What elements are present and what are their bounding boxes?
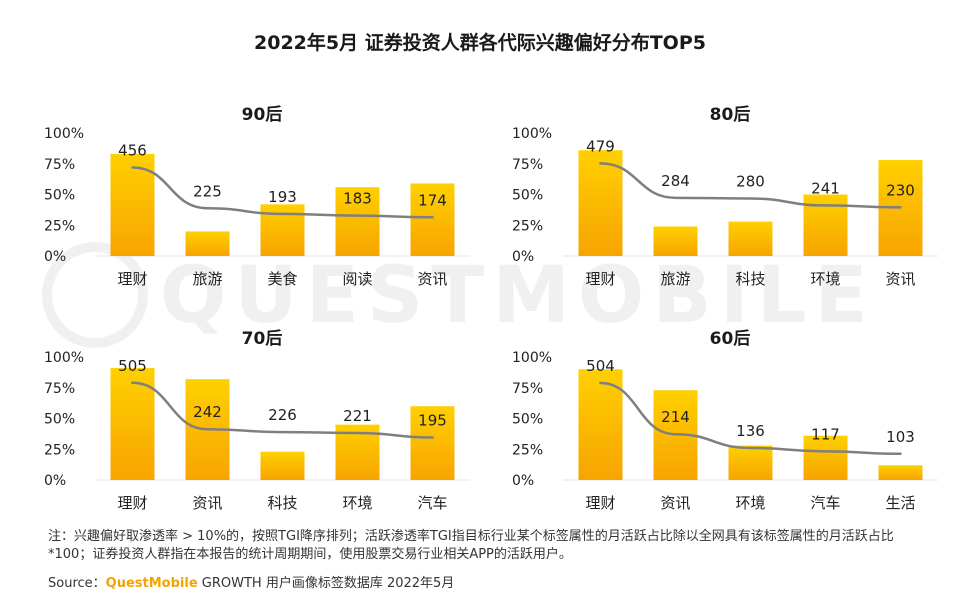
- y-tick-label: 100%: [512, 126, 552, 142]
- tgi-label: 504: [586, 357, 615, 375]
- bar: [728, 445, 773, 480]
- tgi-line: [131, 381, 434, 439]
- page-title: 2022年5月 证券投资人群各代际兴趣偏好分布TOP5: [254, 32, 706, 54]
- tgi-label: 103: [886, 428, 915, 446]
- tgi-label: 226: [268, 406, 297, 424]
- category-label: 环境: [810, 270, 840, 288]
- y-tick-label: 0%: [44, 473, 66, 489]
- category-label: 资讯: [417, 270, 447, 288]
- category-label: 理财: [585, 494, 615, 512]
- y-tick-label: 25%: [44, 442, 75, 458]
- tgi-label: 117: [811, 425, 840, 443]
- category-label: 科技: [267, 494, 297, 512]
- category-label: 资讯: [192, 494, 222, 512]
- tgi-label: 174: [418, 191, 447, 209]
- tgi-line: [599, 162, 902, 209]
- chart-title: 80后: [710, 105, 751, 125]
- y-tick-label: 50%: [44, 188, 75, 204]
- category-label: 美食: [267, 270, 297, 288]
- tgi-label: 214: [661, 408, 690, 426]
- category-label: 资讯: [885, 270, 915, 288]
- chart-80s: 80后 100% 75% 50% 25% 0% 理财 旅游 科技 环境 资讯 479 284 280 241…: [512, 105, 938, 288]
- y-tick-label: 50%: [512, 188, 543, 204]
- category-label: 旅游: [660, 270, 690, 288]
- tgi-label: 280: [736, 173, 765, 191]
- bar: [578, 150, 623, 256]
- source-brand: QuestMobile: [105, 576, 198, 591]
- tgi-label: 195: [418, 412, 447, 430]
- y-tick-label: 75%: [44, 157, 75, 173]
- tgi-label: 284: [661, 172, 690, 190]
- chart-90s: 90后 100% 75% 50% 25% 0% 理财 旅游 美食 阅读 资讯 456 225 193 183…: [44, 105, 470, 288]
- category-label: 汽车: [417, 494, 447, 512]
- y-tick-label: 0%: [44, 249, 66, 265]
- y-tick-label: 100%: [512, 350, 552, 366]
- category-label: 旅游: [192, 270, 222, 288]
- category-label: 汽车: [810, 494, 840, 512]
- source-suffix: GROWTH 用户画像标签数据库 2022年5月: [197, 576, 455, 591]
- category-label: 资讯: [660, 494, 690, 512]
- chart-title: 70后: [242, 329, 283, 349]
- tgi-label: 221: [343, 407, 372, 425]
- tgi-label: 456: [118, 141, 147, 159]
- bar: [410, 406, 455, 480]
- y-tick-label: 0%: [512, 249, 534, 265]
- category-label: 理财: [585, 270, 615, 288]
- y-tick-label: 0%: [512, 473, 534, 489]
- bar: [578, 369, 623, 480]
- y-tick-label: 50%: [512, 412, 543, 428]
- tgi-label: 193: [268, 188, 297, 206]
- category-label: 环境: [735, 494, 765, 512]
- source-prefix: Source：: [48, 576, 106, 591]
- bar: [803, 435, 848, 480]
- bar: [878, 465, 923, 480]
- y-tick-label: 25%: [44, 218, 75, 234]
- bar: [410, 183, 455, 256]
- category-label: 阅读: [342, 270, 372, 288]
- tgi-label: 230: [886, 181, 915, 199]
- chart-title: 90后: [242, 105, 283, 125]
- tgi-label: 241: [811, 179, 840, 197]
- y-tick-label: 50%: [44, 412, 75, 428]
- tgi-line: [131, 166, 434, 219]
- footnote: 注：兴趣偏好取渗透率 > 10%的，按照TGI降序排列；活跃渗透率TGI指目标行…: [48, 529, 894, 562]
- tgi-line: [599, 381, 902, 456]
- category-label: 环境: [342, 494, 372, 512]
- category-label: 理财: [117, 270, 147, 288]
- tgi-label: 505: [118, 357, 147, 375]
- tgi-label: 136: [736, 422, 765, 440]
- bar: [185, 231, 230, 256]
- bar: [335, 187, 380, 256]
- y-tick-label: 25%: [512, 442, 543, 458]
- bar: [728, 221, 773, 256]
- tgi-label: 242: [193, 403, 222, 421]
- tgi-label: 479: [586, 137, 615, 155]
- category-label: 理财: [117, 494, 147, 512]
- category-label: 生活: [885, 494, 915, 512]
- bar: [260, 204, 305, 256]
- tgi-label: 183: [343, 190, 372, 208]
- chart-60s: 60后 100% 75% 50% 25% 0% 理财 资讯 环境 汽车 生活 504 214 136 117…: [512, 329, 938, 512]
- bar: [653, 226, 698, 256]
- chart-title: 60后: [710, 329, 751, 349]
- y-tick-label: 75%: [512, 381, 543, 397]
- y-tick-label: 25%: [512, 218, 543, 234]
- chart-70s: 70后 100% 75% 50% 25% 0% 理财 资讯 科技 环境 汽车 505 242 226 221…: [44, 329, 470, 512]
- y-tick-label: 100%: [44, 126, 84, 142]
- bar: [260, 451, 305, 480]
- tgi-label: 225: [193, 182, 222, 200]
- y-tick-label: 100%: [44, 350, 84, 366]
- category-label: 科技: [735, 270, 765, 288]
- source-line: Source：QuestMobile GROWTH 用户画像标签数据库 2022…: [48, 572, 454, 591]
- y-tick-label: 75%: [44, 381, 75, 397]
- y-tick-label: 75%: [512, 157, 543, 173]
